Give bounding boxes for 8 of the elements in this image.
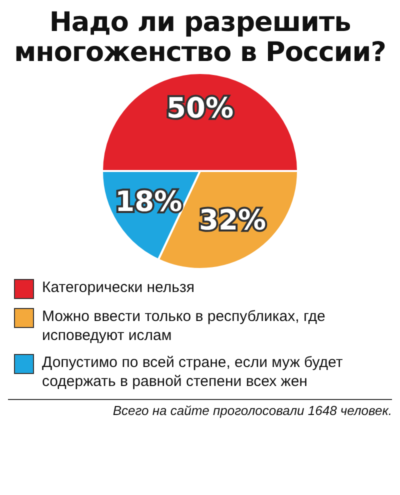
- legend-label: Можно ввести только в республиках, где исповедуют ислам: [42, 307, 326, 345]
- data-label: 50%: [166, 92, 234, 125]
- legend-label: Допустимо по всей стране, если муж будет содержать в равной степени всех жен: [42, 353, 344, 391]
- chart-title: Надо ли разрешить многоженство в России?: [13, 7, 387, 68]
- data-label: 18%: [115, 184, 182, 218]
- data-label: 32%: [199, 204, 266, 237]
- legend-label: Категорически нельзя: [42, 278, 194, 297]
- text: Всего на сайте проголосовали 1648 человек.: [8, 399, 392, 418]
